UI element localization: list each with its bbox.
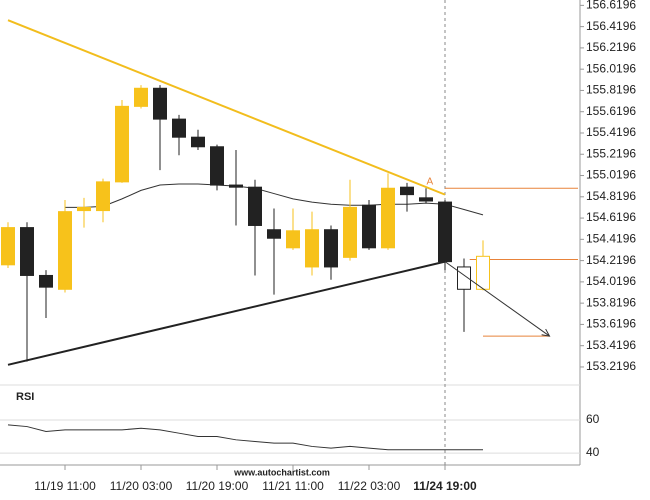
y-tick-label: 155.6196 [586, 104, 636, 118]
trend-line [7, 19, 446, 196]
y-tick-label: 154.8196 [586, 189, 636, 203]
y-tick-label: 153.2196 [586, 359, 636, 373]
y-tick-label: 154.4196 [586, 232, 636, 246]
candle-body [343, 206, 357, 258]
trend-line [7, 260, 446, 366]
candle-body [305, 229, 319, 268]
candle-body [77, 206, 91, 212]
x-tick-label: 11/19 11:00 [34, 479, 96, 493]
y-tick-label: 156.6196 [586, 0, 636, 12]
y-tick-label: 40 [586, 445, 600, 459]
candle-body [153, 87, 167, 120]
forecast-arrow [444, 261, 550, 337]
candle-body [172, 118, 186, 138]
x-tick-label: 11/21 11:00 [262, 479, 324, 493]
y-tick-label: 155.8196 [586, 83, 636, 97]
x-tick-label: 11/22 03:00 [338, 479, 401, 493]
rsi-line [7, 424, 483, 451]
y-tick-label: 155.4196 [586, 125, 636, 139]
x-tick-label: 11/20 19:00 [186, 479, 249, 493]
candle-body [248, 186, 262, 226]
candle-body [210, 146, 224, 186]
y-tick-label: 156.4196 [586, 19, 636, 33]
candle-body [267, 229, 281, 239]
candle-body [39, 274, 53, 288]
candle-body [115, 105, 129, 183]
footer: www.autochartist.com [233, 467, 330, 477]
y-tick-label: 153.8196 [586, 295, 636, 309]
x-tick-label: 11/24 19:00 [413, 479, 477, 493]
candle-body [229, 184, 243, 188]
candle-body [191, 136, 205, 148]
y-tick-label: 153.4196 [586, 338, 636, 352]
candle-body [362, 204, 376, 249]
candle-body [400, 186, 414, 196]
candle-body [58, 211, 72, 290]
rsi-label: RSI [16, 391, 34, 403]
candle-body [324, 229, 338, 268]
candle-body [1, 227, 15, 266]
x-tick-label: 11/20 03:00 [110, 479, 173, 493]
candle-body [20, 227, 34, 276]
y-tick-label: 154.6196 [586, 210, 636, 224]
y-tick-label: 60 [586, 412, 600, 426]
candle-body [381, 187, 395, 249]
candle-body [419, 197, 433, 202]
arrow-head [541, 328, 551, 337]
annotation: A [426, 177, 433, 188]
candle-body [134, 87, 148, 107]
moving-average [65, 183, 484, 216]
candle-body [96, 181, 110, 212]
y-tick-label: 155.2196 [586, 146, 636, 160]
y-tick-label: 154.2196 [586, 253, 636, 267]
y-tick-label: 153.6196 [586, 317, 636, 331]
candle-body [286, 230, 300, 249]
y-tick-label: 156.2196 [586, 40, 636, 54]
y-tick-label: 154.0196 [586, 274, 636, 288]
y-tick-label: 156.0196 [586, 61, 636, 75]
candle-body [476, 255, 490, 290]
y-tick-label: 155.0196 [586, 168, 636, 182]
candle-body [438, 201, 452, 263]
